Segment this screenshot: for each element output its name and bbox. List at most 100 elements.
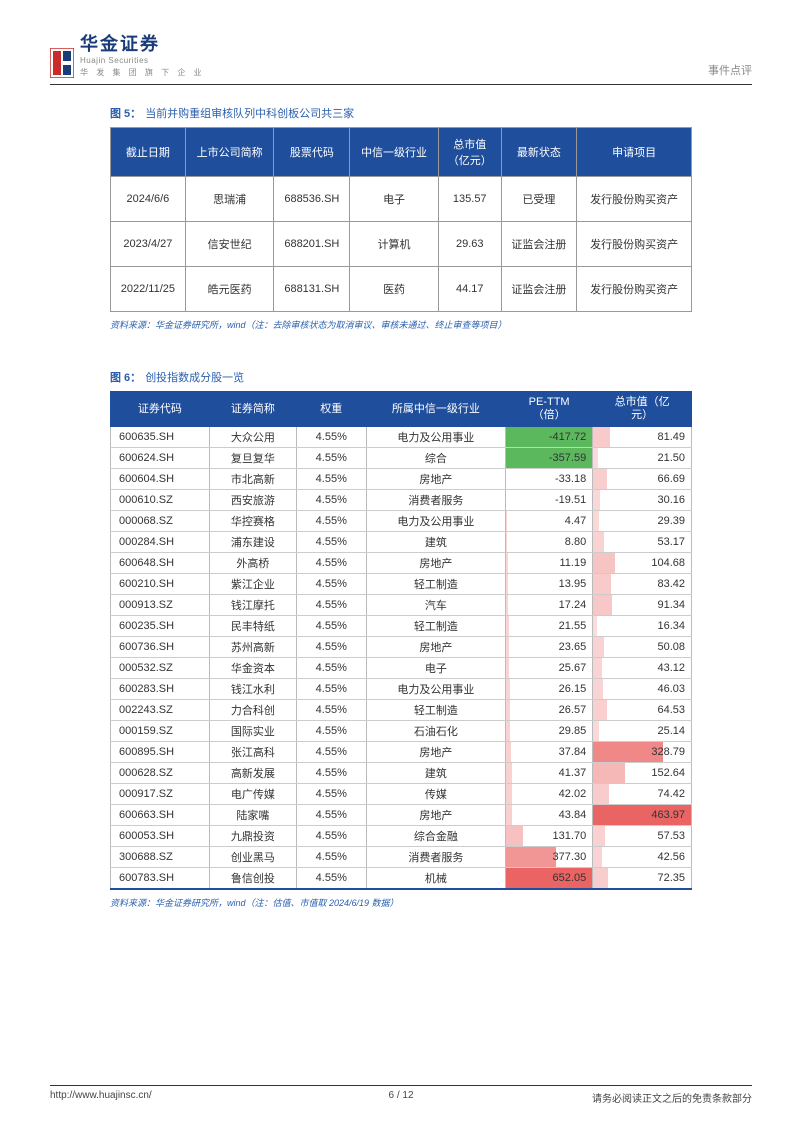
table-row: 000913.SZ钱江摩托4.55%汽车17.2491.34 [111,595,692,616]
table-cell: 华金资本 [209,658,296,679]
table-cell: 石油石化 [366,721,505,742]
table-cell: 29.85 [506,721,593,742]
table-cell: 600053.SH [111,826,210,847]
table-cell: 600635.SH [111,427,210,448]
table5-header-cell: 申请项目 [577,128,692,177]
table-cell: 电子 [366,658,505,679]
table6-header-cell: 证券简称 [209,392,296,427]
figure6-source: 资料来源：华金证券研究所，wind（注：估值、市值取 2024/6/19 数据） [110,896,752,909]
table-cell: 信安世纪 [185,222,274,267]
table-row: 600783.SH鲁信创投4.55%机械652.0572.35 [111,868,692,890]
table-cell: 4.55% [296,763,366,784]
footer-disclaimer: 请务必阅读正文之后的免责条款部分 [592,1090,752,1105]
table-cell: 42.02 [506,784,593,805]
table-cell: 600624.SH [111,448,210,469]
table-cell: 计算机 [350,222,439,267]
table-row: 2022/11/25皓元医药688131.SH医药44.17证监会注册发行股份购… [111,267,692,312]
table-cell: 电力及公用事业 [366,511,505,532]
table-cell: -417.72 [506,427,593,448]
table-cell: 2024/6/6 [111,177,186,222]
page-header: 华金证券 Huajin Securities 华 发 集 团 旗 下 企 业 事… [50,30,752,85]
table-cell: 17.24 [506,595,593,616]
table-cell: 135.57 [438,177,501,222]
table-cell: 消费者服务 [366,847,505,868]
table-cell: 43.84 [506,805,593,826]
table-cell: 4.55% [296,553,366,574]
table-row: 600235.SH民丰特纸4.55%轻工制造21.5516.34 [111,616,692,637]
table-row: 300688.SZ创业黑马4.55%消费者服务377.3042.56 [111,847,692,868]
footer-page-number: 6 / 12 [388,1090,413,1101]
table6-header-cell: 证券代码 [111,392,210,427]
table-cell: 发行股份购买资产 [577,222,692,267]
table-cell: 机械 [366,868,505,890]
table-cell: 21.50 [593,448,692,469]
table-cell: 房地产 [366,805,505,826]
table-cell: 综合金融 [366,826,505,847]
table-cell: 57.53 [593,826,692,847]
table-cell: 消费者服务 [366,490,505,511]
table-cell: 4.55% [296,427,366,448]
table-cell: 复旦复华 [209,448,296,469]
table-cell: 91.34 [593,595,692,616]
table-cell: 力合科创 [209,700,296,721]
table-row: 000628.SZ高新发展4.55%建筑41.37152.64 [111,763,692,784]
table-row: 000284.SH浦东建设4.55%建筑8.8053.17 [111,532,692,553]
table-cell: 11.19 [506,553,593,574]
table-row: 2023/4/27信安世纪688201.SH计算机29.63证监会注册发行股份购… [111,222,692,267]
table-cell: 26.15 [506,679,593,700]
table-cell: -19.51 [506,490,593,511]
table-cell: 2022/11/25 [111,267,186,312]
table-cell: 131.70 [506,826,593,847]
table-row: 600604.SH市北高新4.55%房地产-33.1866.69 [111,469,692,490]
table-cell: 发行股份购买资产 [577,267,692,312]
table-cell: 张江高科 [209,742,296,763]
table-cell: 600736.SH [111,637,210,658]
figure5-caption: 当前并购重组审核队列中科创板公司共三家 [145,108,354,120]
table-cell: 电力及公用事业 [366,679,505,700]
table-row: 600210.SH紫江企业4.55%轻工制造13.9583.42 [111,574,692,595]
table-cell: 皓元医药 [185,267,274,312]
table-cell: 4.55% [296,574,366,595]
table-cell: 4.55% [296,847,366,868]
table5-header-cell: 最新状态 [501,128,577,177]
table-cell: 13.95 [506,574,593,595]
table-cell: 外高桥 [209,553,296,574]
table-row: 000532.SZ华金资本4.55%电子25.6743.12 [111,658,692,679]
table6-header-cell: PE-TTM（倍） [506,392,593,427]
table-cell: 电子 [350,177,439,222]
table-cell: 300688.SZ [111,847,210,868]
table-row: 600053.SH九鼎投资4.55%综合金融131.7057.53 [111,826,692,847]
table-cell: 000284.SH [111,532,210,553]
table-cell: 4.55% [296,721,366,742]
table-cell: 328.79 [593,742,692,763]
table-cell: 377.30 [506,847,593,868]
table-cell: 轻工制造 [366,574,505,595]
brand-logo: 华金证券 Huajin Securities 华 发 集 团 旗 下 企 业 [50,30,205,78]
table-cell: 钱江水利 [209,679,296,700]
table-cell: 西安旅游 [209,490,296,511]
table-cell: 2023/4/27 [111,222,186,267]
table-cell: 紫江企业 [209,574,296,595]
table-cell: 房地产 [366,469,505,490]
table-cell: 汽车 [366,595,505,616]
table-cell: 发行股份购买资产 [577,177,692,222]
table-cell: 高新发展 [209,763,296,784]
table-cell: -357.59 [506,448,593,469]
table-cell: 83.42 [593,574,692,595]
table-cell: 104.68 [593,553,692,574]
figure6-label: 图 6： [110,372,141,384]
table-cell: 4.55% [296,868,366,890]
table-cell: 4.55% [296,784,366,805]
logo-icon [50,48,74,78]
table-row: 2024/6/6思瑞浦688536.SH电子135.57已受理发行股份购买资产 [111,177,692,222]
table-cell: 4.55% [296,700,366,721]
table-row: 000068.SZ华控赛格4.55%电力及公用事业4.4729.39 [111,511,692,532]
table-cell: 市北高新 [209,469,296,490]
table-cell: 鲁信创投 [209,868,296,890]
figure5-source: 资料来源：华金证券研究所，wind（注：去除审核状态为取消审议、审核未通过、终止… [110,318,752,331]
table5-header-cell: 中信一级行业 [350,128,439,177]
table-cell: 房地产 [366,553,505,574]
table-cell: 综合 [366,448,505,469]
table-cell: 463.97 [593,805,692,826]
table-cell: 600663.SH [111,805,210,826]
